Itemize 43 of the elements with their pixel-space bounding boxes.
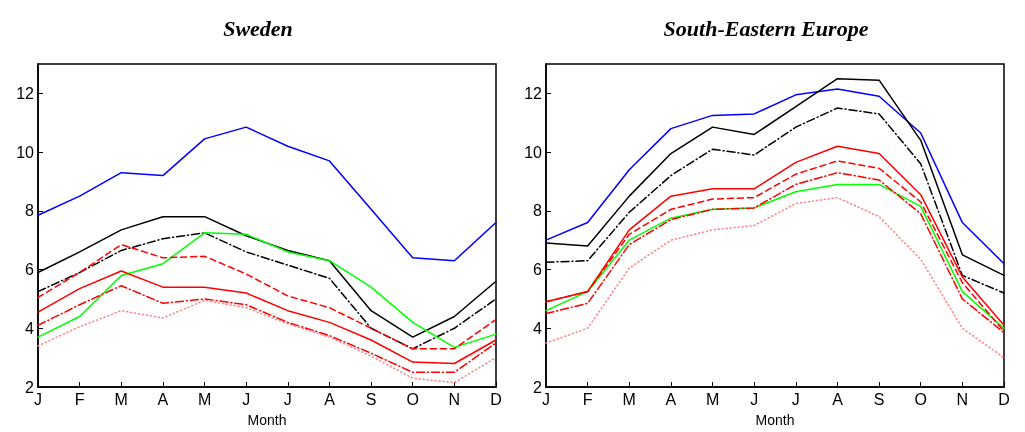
x-tick-label: D xyxy=(490,390,502,408)
y-tick-label: 8 xyxy=(533,202,543,220)
line-series xyxy=(545,196,1005,359)
x-tick-label: M xyxy=(197,390,212,408)
y-tick-label: 6 xyxy=(533,261,543,279)
chart-title: South-Eastern Europe xyxy=(663,15,869,41)
y-tick-label: 4 xyxy=(25,319,35,337)
x-tick-label: J xyxy=(283,390,292,408)
y-tick-label: 10 xyxy=(524,143,543,161)
x-tick-label: F xyxy=(582,390,593,408)
x-axis-title: Month xyxy=(247,412,287,428)
line-series xyxy=(37,126,497,262)
x-tick-label: O xyxy=(406,390,419,408)
x-tick-label: F xyxy=(74,390,85,408)
y-tick-label: 4 xyxy=(533,319,543,337)
x-tick-label: M xyxy=(114,390,128,408)
y-tick-label: 2 xyxy=(533,378,543,396)
x-tick-label: J xyxy=(750,390,759,408)
y-tick-label: 10 xyxy=(16,143,35,161)
x-tick-label: N xyxy=(956,390,969,408)
x-tick-label: J xyxy=(542,390,550,408)
x-tick-label: J xyxy=(242,390,251,408)
x-tick-label: A xyxy=(324,390,336,408)
x-tick-label: S xyxy=(873,390,885,408)
y-tick-label: 12 xyxy=(16,84,35,102)
x-tick-label: J xyxy=(34,390,42,408)
x-axis-title: Month xyxy=(755,412,795,428)
x-tick-label: M xyxy=(705,390,720,408)
line-series xyxy=(37,299,497,384)
x-tick-label: S xyxy=(365,390,377,408)
x-tick-label: A xyxy=(832,390,844,408)
y-tick-label: 8 xyxy=(25,202,35,220)
y-tick-label: 6 xyxy=(25,261,35,279)
y-tick-label: 2 xyxy=(25,378,35,396)
x-tick-label: J xyxy=(791,390,800,408)
chart-title: Sweden xyxy=(223,15,293,41)
x-tick-label: N xyxy=(448,390,461,408)
x-tick-label: A xyxy=(665,390,677,408)
x-tick-label: A xyxy=(157,390,169,408)
x-tick-label: M xyxy=(622,390,636,408)
x-tick-label: O xyxy=(914,390,927,408)
x-tick-label: D xyxy=(998,390,1010,408)
y-tick-label: 12 xyxy=(524,84,543,102)
